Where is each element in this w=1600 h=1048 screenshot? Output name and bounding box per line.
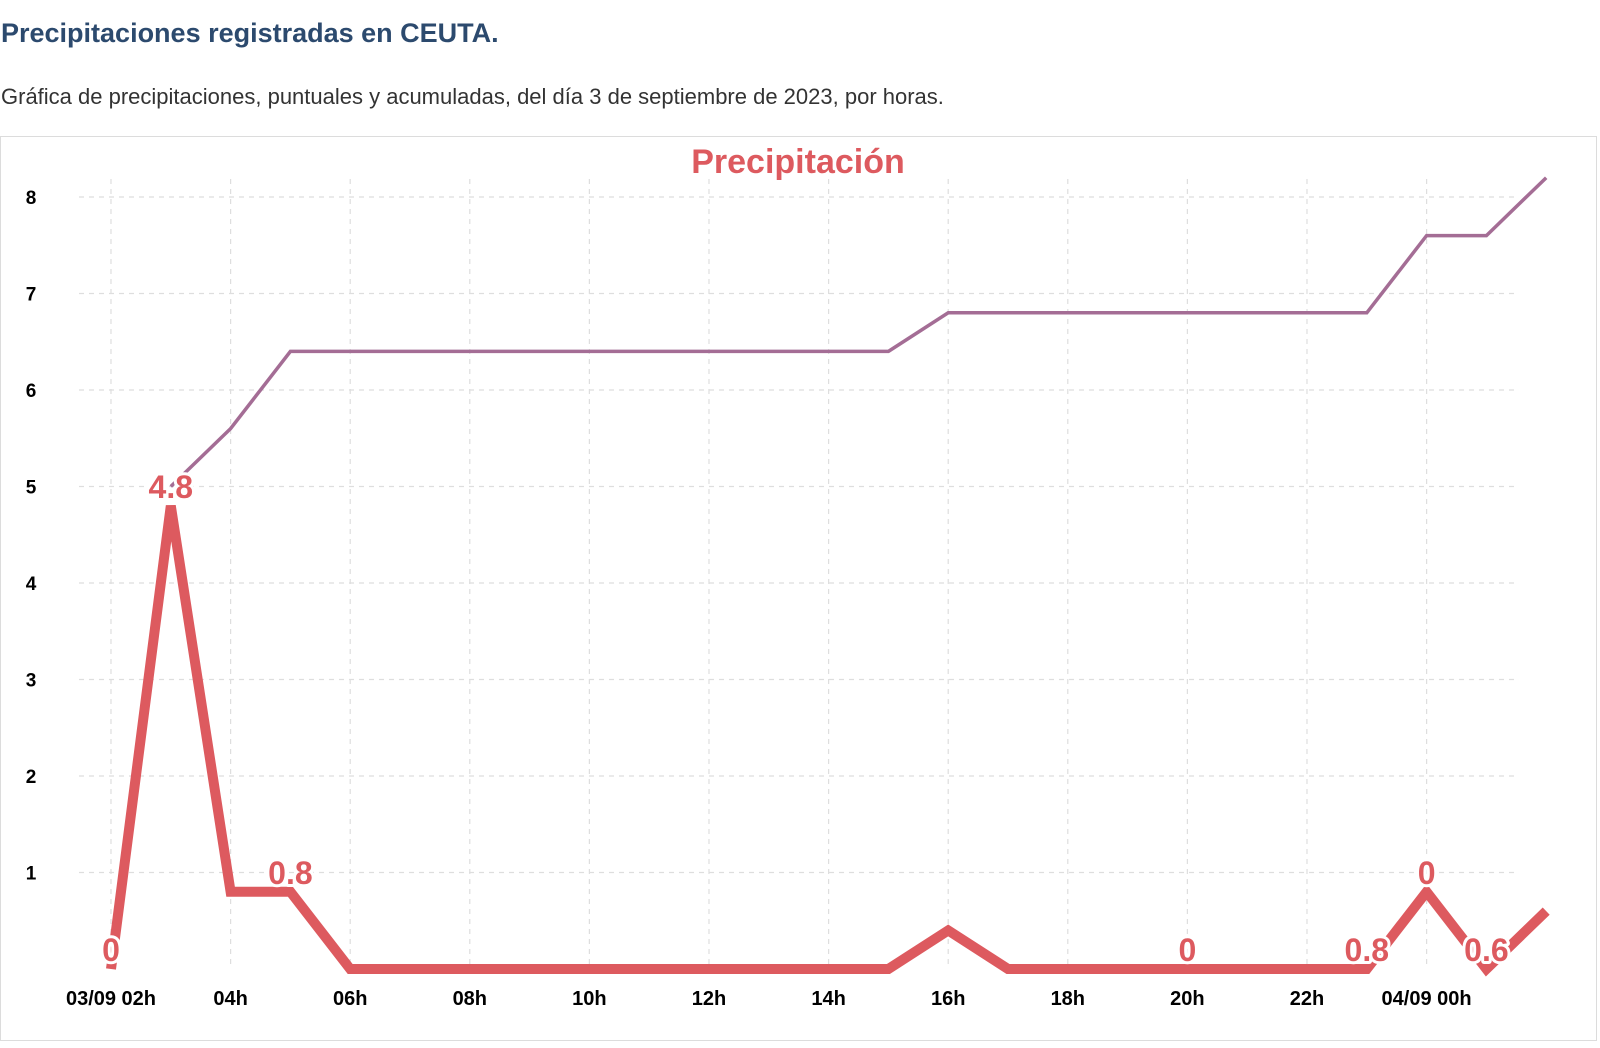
data-label: 4.8 — [149, 469, 193, 505]
x-tick-label: 04/09 00h — [1382, 988, 1472, 1010]
x-tick-label: 06h — [333, 988, 367, 1010]
y-tick-label: 7 — [26, 285, 37, 306]
page-heading: Precipitaciones registradas en CEUTA. — [1, 18, 499, 48]
precipitation-chart: Precipitación 1 2 3 4 5 6 7 8 03/09 02h 04h 06h 08… — [26, 143, 1550, 1010]
y-tick-label: 3 — [26, 671, 37, 692]
x-tick-label: 08h — [453, 988, 487, 1010]
data-label: 0.8 — [1345, 932, 1389, 968]
x-tick-label: 03/09 02h — [66, 988, 156, 1010]
data-label: 0 — [1418, 855, 1436, 891]
x-tick-label: 20h — [1170, 988, 1204, 1010]
data-label: 0.8 — [268, 855, 312, 891]
chart-grid — [79, 179, 1516, 969]
chart-container: Precipitación 1 2 3 4 5 6 7 8 03/09 02h 04h 06h 08… — [0, 136, 1597, 1041]
y-tick-label: 8 — [26, 188, 37, 209]
x-tick-label: 18h — [1051, 988, 1085, 1010]
y-tick-label: 5 — [26, 478, 37, 499]
x-tick-label: 22h — [1290, 988, 1324, 1010]
chart-series — [106, 176, 1550, 977]
chart-data-labels: 0 4.8 0.8 0 0.8 0 0.6 — [99, 466, 1512, 971]
x-tick-label: 14h — [811, 988, 845, 1010]
series-line-hourly — [106, 505, 1550, 977]
y-tick-label: 2 — [26, 767, 37, 788]
y-tick-label: 4 — [26, 574, 37, 595]
x-tick-label: 04h — [213, 988, 247, 1010]
x-tick-label: 12h — [692, 988, 726, 1010]
series-line-cumulative — [169, 176, 1548, 488]
y-tick-label: 6 — [26, 381, 37, 402]
chart-title: Precipitación — [691, 143, 905, 181]
page-description: Gráfica de precipitaciones, puntuales y … — [1, 84, 944, 109]
data-label: 0.6 — [1464, 932, 1508, 968]
x-tick-label: 16h — [931, 988, 965, 1010]
data-label: 0 — [1179, 932, 1197, 968]
x-axis: 03/09 02h 04h 06h 08h 10h 12h 14h 16h 18h 20h 22h 0… — [66, 988, 1472, 1010]
y-tick-label: 1 — [26, 864, 37, 885]
x-tick-label: 10h — [572, 988, 606, 1010]
data-label: 0 — [102, 932, 120, 968]
y-axis: 1 2 3 4 5 6 7 8 — [26, 188, 37, 885]
